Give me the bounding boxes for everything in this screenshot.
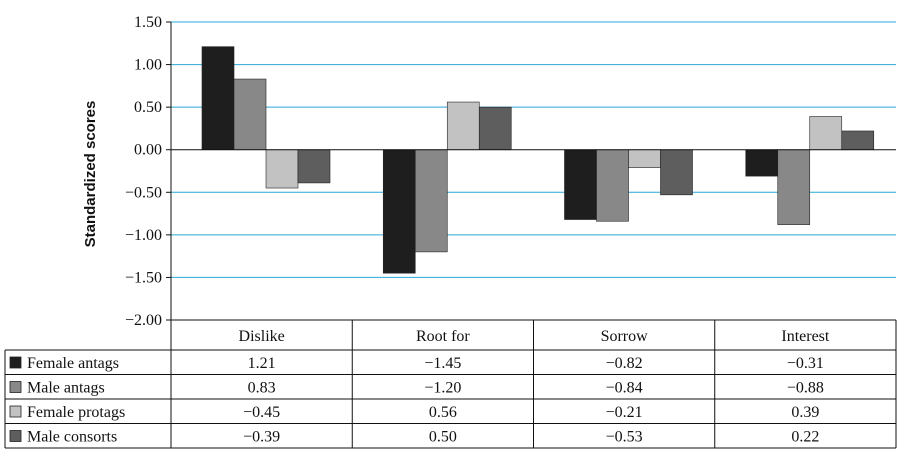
data-label-male-consorts-root-for: 0.50 (429, 429, 457, 446)
data-label-male-consorts-sorrow: −0.53 (606, 429, 643, 446)
bar-female-antags-dislike (201, 46, 235, 151)
category-label-root-for: Root for (416, 328, 470, 345)
data-label-male-consorts-interest: 0.22 (791, 429, 819, 446)
data-label-female-antags-interest: −0.31 (787, 355, 824, 372)
legend-swatch-female-antags (9, 356, 22, 369)
data-label-female-protags-root-for: 0.56 (429, 404, 457, 421)
y-tick-label: 0.50 (134, 99, 162, 116)
data-label-female-protags-dislike: −0.45 (243, 404, 280, 421)
legend-label-male-antags: Male antags (27, 380, 105, 397)
y-tick-label: −1.00 (125, 227, 162, 244)
y-tick-label: −0.50 (125, 184, 162, 201)
legend-label-female-antags: Female antags (27, 355, 119, 372)
bar-female-protags-sorrow (628, 149, 661, 168)
bar-female-protags-root-for (446, 101, 480, 151)
bar-male-antags-sorrow (596, 149, 629, 222)
bar-male-consorts-sorrow (660, 149, 693, 196)
bar-female-antags-root-for (382, 149, 416, 274)
data-label-female-antags-root-for: −1.45 (424, 355, 461, 372)
y-tick-label: −2.00 (125, 312, 162, 329)
data-label-male-antags-root-for: −1.20 (424, 380, 461, 397)
bar-female-protags-dislike (265, 149, 299, 189)
data-label-male-antags-sorrow: −0.84 (606, 380, 643, 397)
data-label-female-protags-interest: 0.39 (791, 404, 819, 421)
data-label-male-antags-dislike: 0.83 (248, 380, 276, 397)
bar-female-protags-interest (809, 116, 843, 151)
y-tick-label: 1.00 (134, 57, 162, 74)
bar-male-consorts-root-for (478, 106, 512, 151)
category-label-dislike: Dislike (239, 328, 285, 345)
legend-swatch-male-consorts (9, 430, 22, 442)
data-table: Dislike Root for Sorrow Interest Female anta… (4, 319, 897, 449)
y-tick-label: 1.50 (134, 14, 162, 31)
category-label-interest: Interest (781, 328, 830, 345)
bar-male-antags-root-for (414, 149, 448, 253)
bar-female-antags-sorrow (564, 149, 597, 220)
legend-swatch-female-protags (9, 405, 22, 418)
gridlines (171, 21, 896, 278)
legend-label-female-protags: Female protags (27, 404, 125, 421)
y-tick-label: 0.00 (134, 142, 162, 159)
bars (201, 46, 875, 274)
y-axis-ticks: 1.50 1.00 0.50 0.00 −0.50 −1.00 −1.50 −2.00 (125, 14, 171, 329)
legend-label-male-consorts: Male consorts (27, 429, 117, 446)
data-label-female-protags-sorrow: −0.21 (606, 404, 643, 421)
data-label-male-antags-interest: −0.88 (787, 380, 824, 397)
bar-male-consorts-dislike (297, 149, 331, 184)
bar-female-antags-interest (745, 149, 779, 177)
bar-male-antags-interest (777, 149, 811, 225)
category-label-sorrow: Sorrow (601, 328, 649, 345)
y-tick-label: −1.50 (125, 269, 162, 286)
bar-male-antags-dislike (233, 78, 267, 151)
bar-male-consorts-interest (841, 130, 875, 151)
data-label-male-consorts-dislike: −0.39 (243, 429, 280, 446)
y-axis-label: Standardized scores (82, 101, 99, 248)
legend-swatch-male-antags (9, 381, 22, 393)
data-label-female-antags-sorrow: −0.82 (606, 355, 643, 372)
data-label-female-antags-dislike: 1.21 (248, 355, 276, 372)
axes (170, 22, 896, 320)
